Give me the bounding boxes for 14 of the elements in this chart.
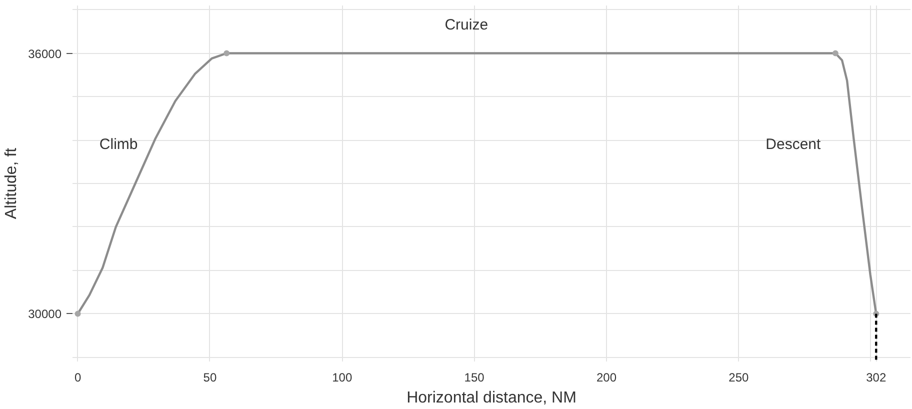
x-tick-label: 250 bbox=[728, 370, 750, 384]
x-tick-label: 100 bbox=[332, 370, 352, 384]
annotation: Descent bbox=[766, 136, 822, 153]
x-tick-label: 302 bbox=[866, 370, 886, 384]
annotation: Climb bbox=[99, 136, 138, 153]
y-tick-label: 30000 bbox=[28, 307, 62, 322]
x-tick-label: 150 bbox=[464, 370, 485, 384]
x-tick-label: 0 bbox=[74, 370, 82, 384]
x-axis-title: Horizontal distance, NM bbox=[406, 390, 576, 406]
x-tick-label: 200 bbox=[596, 370, 617, 384]
x-tick-label: 50 bbox=[203, 370, 217, 384]
y-tick-label: 36000 bbox=[28, 46, 62, 61]
y-axis-title: Altitude, ft bbox=[3, 147, 20, 220]
annotation: Cruize bbox=[444, 16, 488, 34]
